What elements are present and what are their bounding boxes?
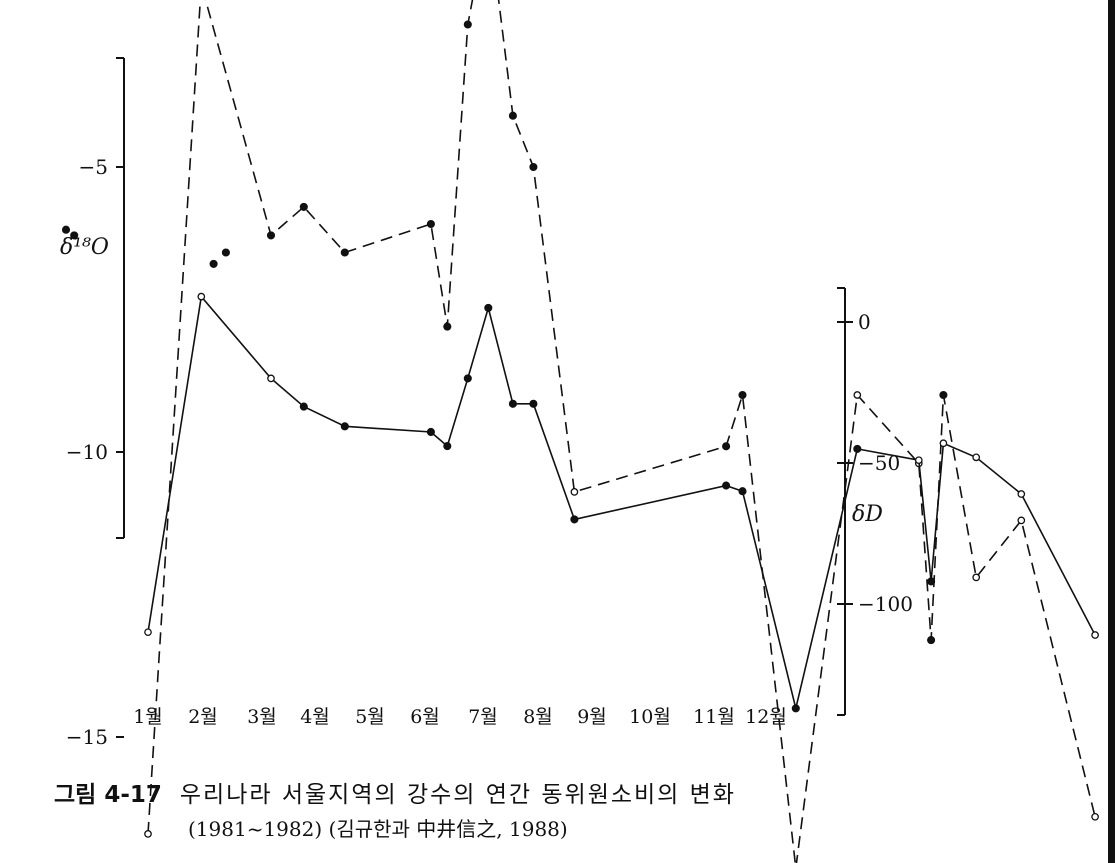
delta-d-point [853,444,862,453]
caption-line: 그림 4-17 우리나라 서울지역의 강수의 연간 동위원소비의 변화 [54,775,736,809]
delta-o18-point [266,231,276,240]
delta-d-point [508,399,517,408]
right-axis: 0 −50 −100 [837,287,913,716]
delta-d-point [463,374,472,383]
x-tick-label: 11월 [693,706,735,728]
delta-o18-point [853,391,862,399]
delta-o18-point [1017,516,1026,525]
delta-o18-point [61,225,71,234]
delta-d-point [927,577,936,586]
right-axis-title: δD [852,502,883,527]
delta-o18-line [147,0,1096,863]
x-tick-label: 7월 [468,706,498,728]
right-axis-tick-label: −50 [858,451,900,475]
x-axis-labels: 1월 2월 3월 4월 5월 6월 7월 8월 9월 10월 11월 12월 [133,706,787,728]
delta-o18-point [570,488,579,496]
caption-subtitle: (1981~1982) (김규한과 中井信之, 1988) [188,817,568,841]
x-tick-label: 4월 [300,706,330,728]
delta-o18-point [443,322,452,331]
caption-label: 그림 4-17 [54,782,162,808]
delta-d-point [1091,631,1099,639]
x-tick-label: 9월 [577,706,607,728]
left-axis-tick-label: −5 [79,155,108,179]
x-tick-label: 2월 [188,706,218,728]
left-axis-tick-label: −10 [66,440,108,464]
series-layer [61,0,1099,863]
right-axis-tick-label: 0 [858,310,871,334]
x-tick-label: 12월 [745,706,787,728]
delta-d-line [147,294,1096,709]
delta-o18-point [299,202,308,211]
delta-d-point [267,374,275,383]
delta-d-point [738,487,747,496]
delta-o18-point [529,162,538,172]
delta-o18-point [927,636,936,645]
delta-o18-point [209,259,218,268]
delta-o18-point [1091,812,1099,821]
delta-o18-point [939,390,948,400]
delta-d-point [197,292,206,301]
delta-d-point [426,427,435,437]
delta-o18-point [426,219,435,229]
delta-d-point [722,481,731,490]
x-tick-label: 6월 [410,706,440,728]
delta-d-point [340,422,349,431]
delta-o18-point [340,248,349,257]
left-axis: −5 −10 −15 [66,57,125,749]
delta-o18-point [221,248,230,257]
left-axis-title: δ¹⁸O [60,235,109,260]
delta-o18-point [508,111,517,120]
x-tick-label: 8월 [523,706,553,728]
caption-title: 우리나라 서울지역의 강수의 연간 동위원소비의 변화 [179,782,736,808]
delta-d-point [914,456,923,465]
figure-caption: 그림 4-17 우리나라 서울지역의 강수의 연간 동위원소비의 변화 (1981… [54,775,736,841]
left-axis-tick-label: −15 [66,725,108,749]
delta-d-point [939,439,948,448]
delta-d-point [443,442,452,451]
delta-o18-point [144,830,152,838]
delta-o18-point [972,573,981,582]
delta-o18-point [463,20,472,29]
delta-o18-point [70,231,79,240]
x-tick-label: 1월 [133,706,163,728]
delta-d-point [484,303,493,312]
page-edge-bar [1108,0,1115,863]
delta-o18-point [722,442,731,451]
delta-d-point [1017,490,1026,498]
x-tick-label: 10월 [629,706,671,728]
delta-d-point [529,399,538,408]
x-tick-label: 5월 [355,706,385,728]
delta-d-point [972,453,981,462]
delta-d-point [570,515,579,524]
delta-d-point [144,628,152,637]
delta-d-point [791,704,800,713]
delta-d-point [299,402,308,411]
right-axis-tick-label: −100 [858,592,913,616]
x-tick-label: 3월 [247,706,277,728]
delta-o18-point [738,390,747,400]
